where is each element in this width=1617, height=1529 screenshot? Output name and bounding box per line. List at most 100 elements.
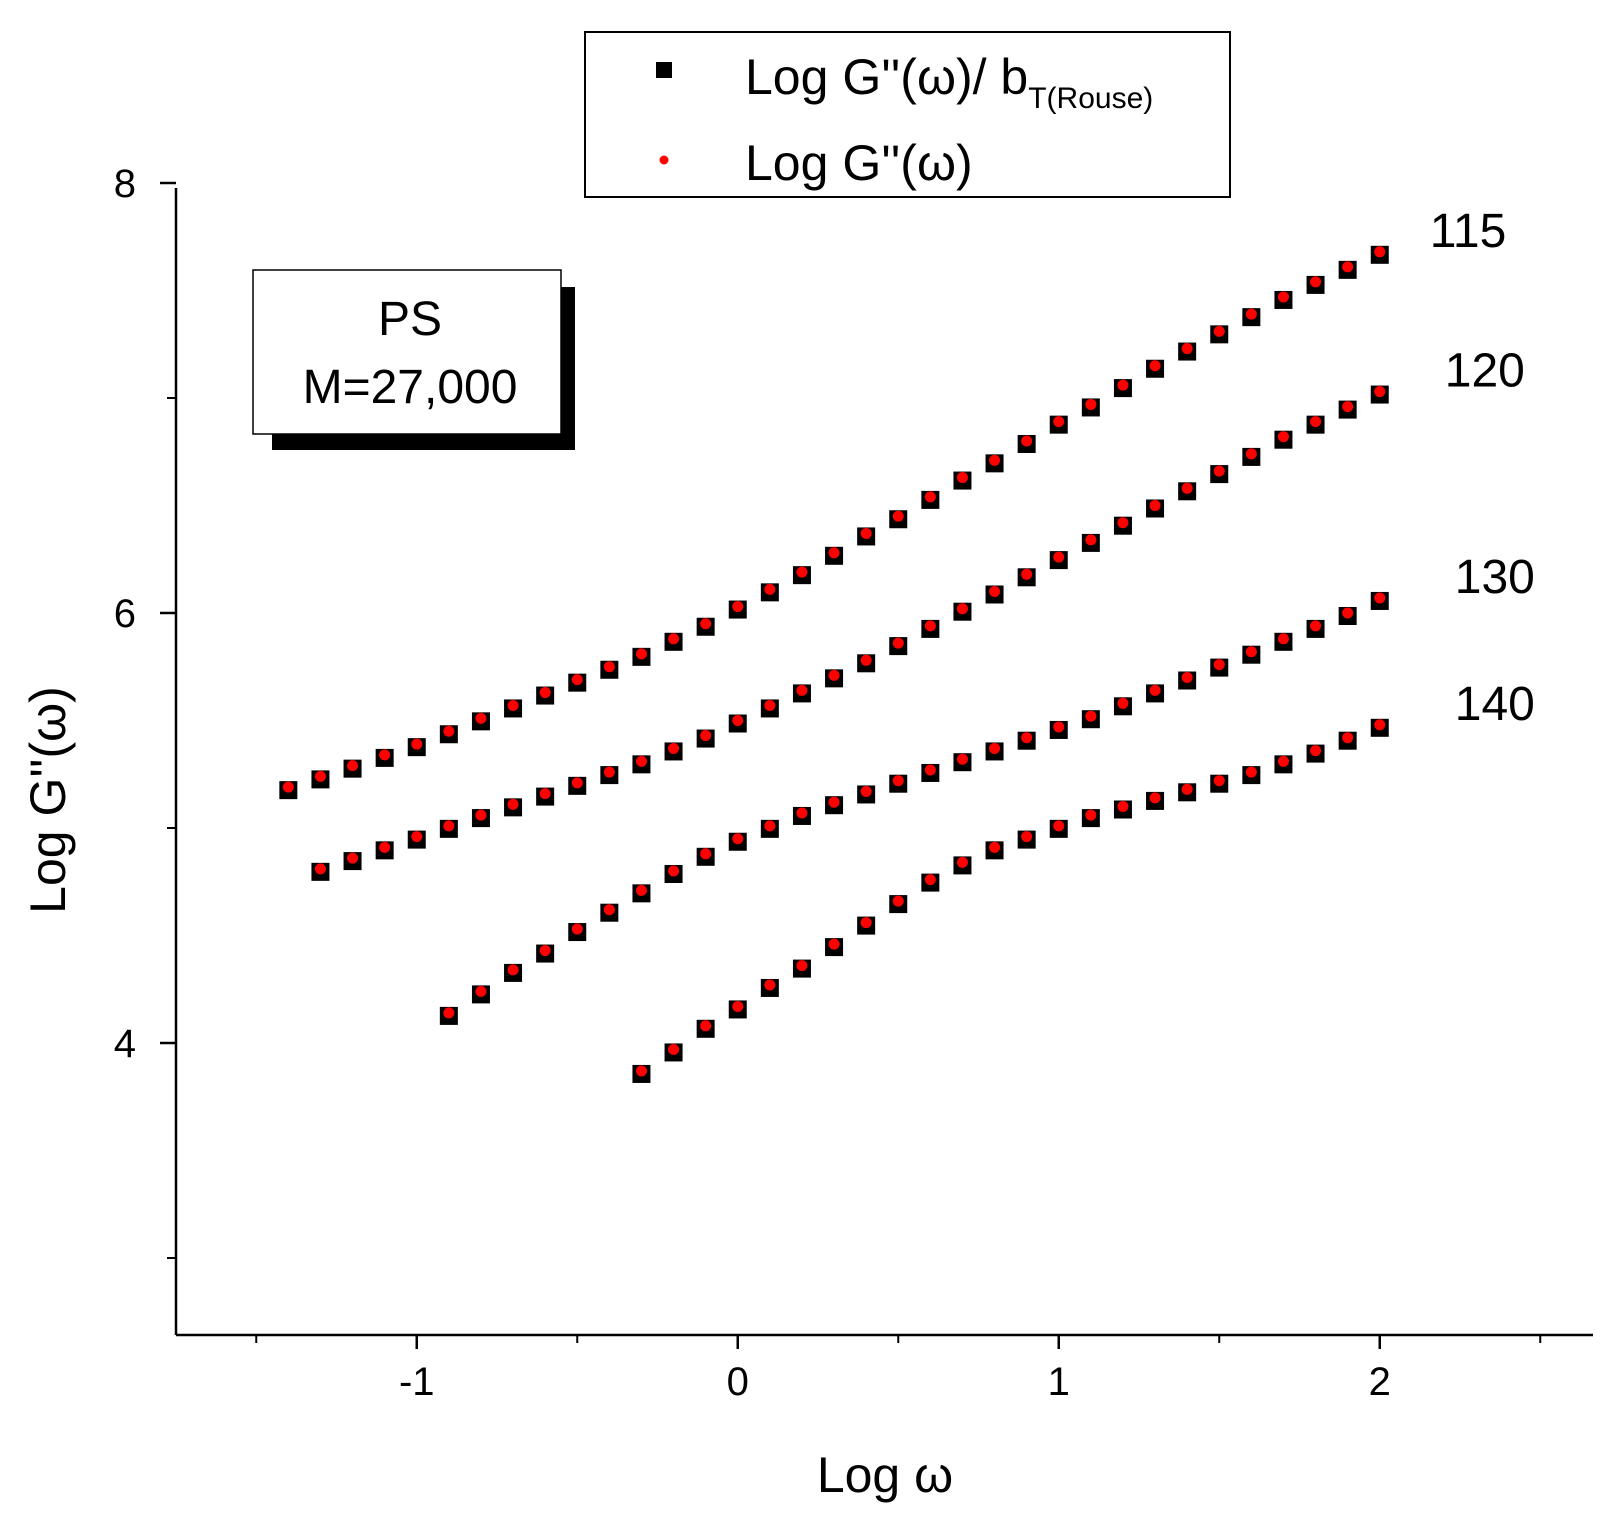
data-point-circle [1085,809,1097,821]
data-point-circle [1021,831,1033,843]
data-point-circle [635,884,647,896]
data-point-circle [1310,620,1322,632]
data-point-circle [1342,401,1354,413]
data-point-circle [828,547,840,559]
data-point-circle [764,979,776,991]
data-point-circle [507,798,519,810]
data-point-circle [379,841,391,853]
x-tick-label: -1 [399,1360,435,1404]
legend-entry-1-subscript: T(Rouse) [1028,82,1153,115]
annotation-line-2: M=27,000 [303,361,518,414]
data-point-circle [1085,534,1097,546]
data-point-circle [764,699,776,711]
data-point-circle [635,1065,647,1077]
data-point-circle [668,1043,680,1055]
data-point-circle [1342,261,1354,273]
curve-label-130: 130 [1455,551,1535,604]
data-point-circle [507,699,519,711]
data-point-circle [1181,343,1193,355]
data-point-circle [860,654,872,666]
data-point-circle [347,760,359,772]
data-point-circle [732,601,744,613]
data-point-circle [1053,551,1065,563]
data-point-circle [571,777,583,789]
data-point-circle [539,687,551,699]
data-point-circle [379,749,391,761]
data-point-circle [1374,386,1386,398]
data-point-circle [1181,672,1193,683]
data-point-circle [828,796,840,808]
data-point-circle [1149,360,1161,372]
data-point-circle [1310,745,1322,757]
y-tick-label: 4 [114,1022,136,1066]
data-point-circle [989,586,1001,597]
data-point-circle [1053,820,1065,832]
data-point-circle [1374,246,1386,258]
data-point-circle [1342,607,1354,619]
data-point-circle [539,788,551,800]
data-point-circle [411,831,423,843]
axis-ticks: -1 0 1 2 4 6 8 [114,162,1542,1404]
data-point-circle [860,527,872,539]
data-point-circle [860,785,872,797]
data-point-circle [1310,276,1322,288]
x-tick-label: 0 [727,1360,749,1404]
series-130 [439,591,1389,1025]
data-point-circle [282,781,294,793]
legend-circle-marker [659,155,669,165]
data-point-circle [700,730,712,742]
data-point-circle [1245,448,1257,460]
curve-labels: 115 120 130 140 [1430,205,1535,731]
data-point-circle [1245,308,1257,320]
data-point-circle [1245,646,1257,658]
data-point-circle [603,904,615,916]
curve-label-115: 115 [1430,205,1507,258]
data-point-circle [1213,465,1225,477]
data-point-circle [989,454,1001,466]
data-point-circle [475,809,487,821]
data-point-circle [732,833,744,845]
data-point-circle [700,1020,712,1032]
annotation-box: PS M=27,000 [252,269,575,450]
data-point-circle [668,742,680,754]
data-point-circle [539,945,551,957]
data-point-circle [1021,568,1033,580]
data-point-circle [796,684,808,696]
series-115 [279,245,1389,800]
data-point-circle [1374,592,1386,604]
data-point-circle [571,923,583,935]
data-point-circle [1117,697,1129,709]
annotation-line-1: PS [378,293,442,346]
data-point-circle [603,661,615,673]
data-point-circle [443,1007,455,1019]
data-point-circle [1277,633,1289,645]
series-120 [311,385,1389,881]
data-point-circle [1053,721,1065,733]
data-point-circle [892,895,904,907]
data-point-circle [635,755,647,767]
data-point-circle [347,852,359,864]
data-point-circle [1149,684,1161,696]
data-point-circle [764,583,776,595]
data-point-circle [1310,416,1322,428]
data-point-circle [892,775,904,787]
data-point-circle [1021,732,1033,744]
data-point-circle [732,1000,744,1012]
data-point-circle [956,856,968,868]
data-point-circle [507,964,519,976]
data-point-circle [1342,732,1354,744]
data-point-circle [924,491,936,503]
x-axis-title: Log ω [817,1447,953,1503]
data-point-circle [892,637,904,649]
x-tick-label: 2 [1369,1360,1391,1404]
legend-square-marker [656,62,672,78]
data-point-circle [924,764,936,776]
data-point-circle [1085,398,1097,410]
data-point-circle [956,603,968,615]
data-point-circle [1277,431,1289,443]
data-point-circle [668,865,680,877]
data-point-circle [1181,482,1193,494]
data-point-circle [860,917,872,929]
data-point-circle [571,674,583,686]
